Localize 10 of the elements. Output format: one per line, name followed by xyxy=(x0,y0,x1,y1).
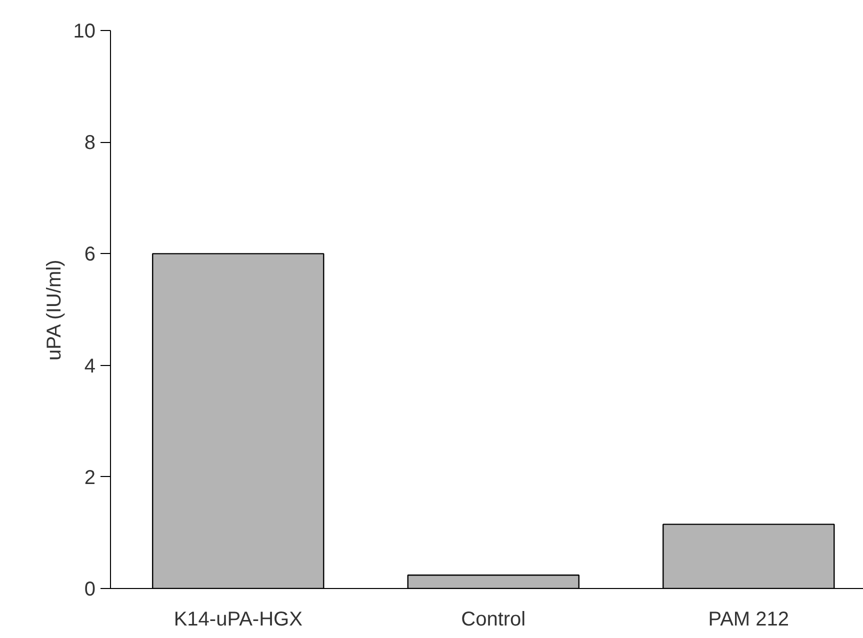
y-tick-label: 6 xyxy=(84,244,96,266)
x-tick-label: Control xyxy=(461,608,526,630)
y-tick-label: 8 xyxy=(84,132,96,154)
x-tick-label: PAM 212 xyxy=(708,608,790,630)
y-tick-label: 2 xyxy=(84,466,96,489)
y-tick-label: 4 xyxy=(84,355,96,378)
y-axis-title: uPA (IU/ml) xyxy=(43,260,66,360)
x-tick-label: K14-uPA-HGX xyxy=(174,608,302,630)
y-tick-label: 0 xyxy=(84,578,96,600)
y-tick-label: 10 xyxy=(73,20,96,42)
